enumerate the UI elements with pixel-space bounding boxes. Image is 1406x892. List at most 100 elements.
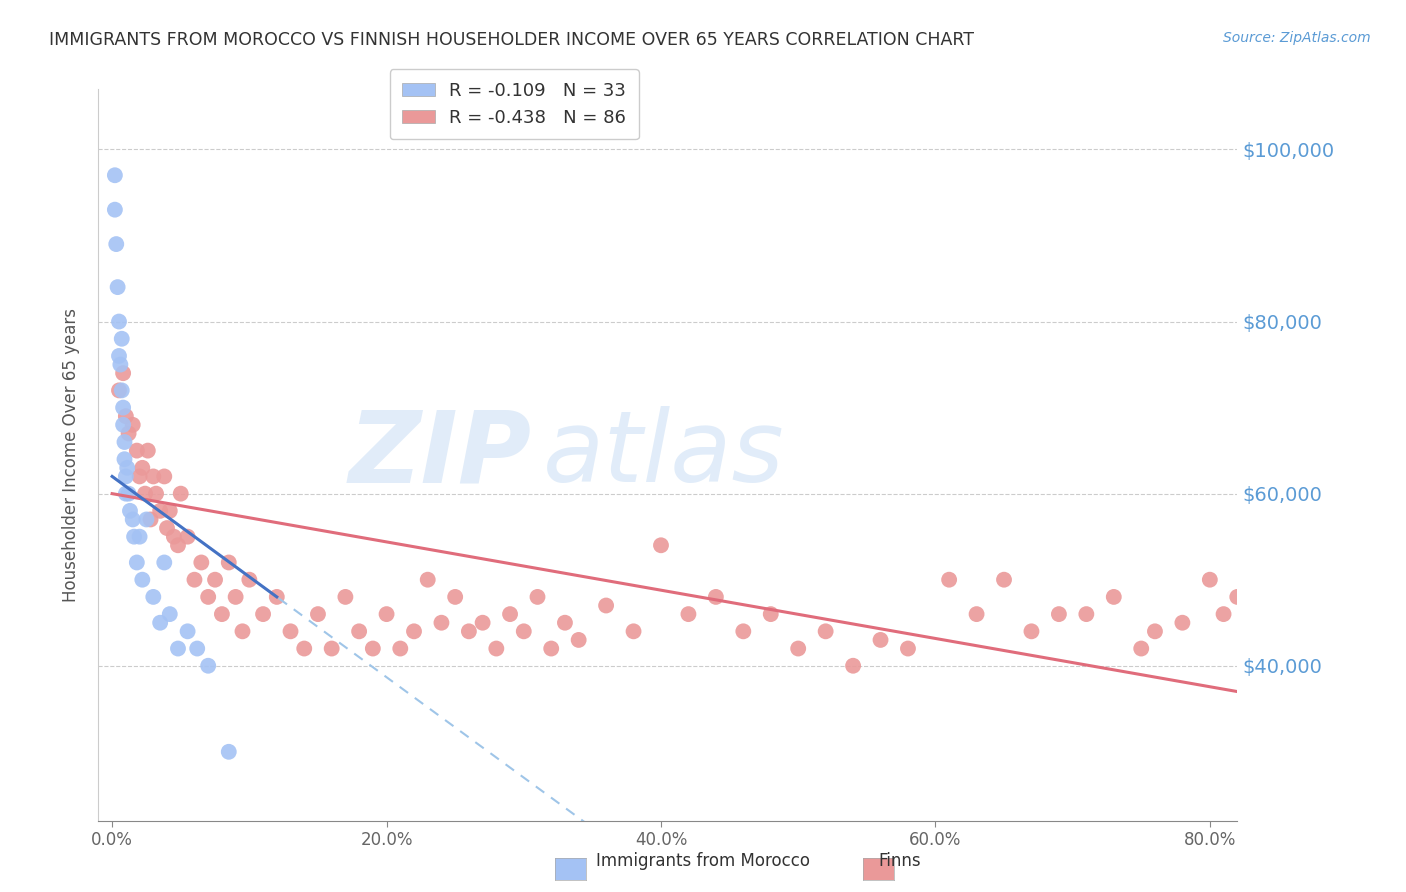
Point (142, 469, 165, 483)
Point (111, 332, 134, 346)
Point (134, 486, 156, 500)
Text: atlas: atlas (543, 407, 785, 503)
Point (117, 426, 139, 441)
Point (108, 314, 131, 328)
Point (114, 452, 136, 467)
Point (159, 504, 181, 518)
Point (159, 607, 181, 621)
Point (105, 237, 128, 252)
Point (966, 607, 988, 621)
Point (170, 486, 193, 500)
Y-axis label: Householder Income Over 65 years: Householder Income Over 65 years (62, 308, 80, 602)
Point (231, 624, 253, 639)
Point (1295, 632, 1317, 647)
Point (733, 624, 755, 639)
Point (513, 624, 536, 639)
Point (117, 486, 139, 500)
Point (211, 607, 233, 621)
Point (167, 641, 190, 656)
Point (128, 469, 150, 483)
Point (389, 641, 412, 656)
Point (1226, 590, 1249, 604)
Point (153, 469, 176, 483)
Point (1021, 624, 1043, 639)
Text: ZIP: ZIP (349, 407, 531, 503)
Point (149, 504, 172, 518)
Point (869, 632, 891, 647)
Point (704, 590, 727, 604)
Point (197, 590, 219, 604)
Point (1102, 590, 1125, 604)
Point (280, 624, 302, 639)
Point (115, 486, 138, 500)
Point (1267, 641, 1289, 656)
Point (131, 460, 153, 475)
Point (1130, 641, 1153, 656)
Point (361, 641, 384, 656)
Point (1240, 641, 1263, 656)
Point (787, 641, 810, 656)
Point (252, 607, 274, 621)
Point (121, 512, 143, 526)
Point (321, 641, 343, 656)
Point (238, 573, 260, 587)
Point (225, 590, 247, 604)
Point (153, 556, 176, 570)
Point (335, 590, 357, 604)
Point (125, 556, 148, 570)
Point (176, 530, 198, 544)
Point (112, 417, 135, 432)
Point (266, 590, 288, 604)
Point (1254, 624, 1277, 639)
Point (1047, 607, 1070, 621)
Point (292, 641, 315, 656)
Point (471, 615, 494, 630)
Point (145, 486, 167, 500)
Point (1212, 607, 1234, 621)
Point (125, 443, 148, 458)
Point (197, 658, 219, 673)
Point (135, 512, 157, 526)
Point (444, 590, 467, 604)
Point (554, 615, 576, 630)
Point (347, 624, 370, 639)
Point (110, 358, 132, 372)
Point (457, 624, 479, 639)
Text: Immigrants from Morocco: Immigrants from Morocco (596, 852, 810, 870)
Point (1336, 719, 1358, 733)
Point (114, 435, 136, 450)
Point (1076, 607, 1098, 621)
Point (499, 607, 522, 621)
Point (121, 417, 143, 432)
Point (104, 168, 127, 182)
Point (595, 599, 617, 613)
Point (430, 615, 453, 630)
Point (163, 530, 186, 544)
Point (759, 607, 782, 621)
Point (1143, 624, 1166, 639)
Point (149, 615, 172, 630)
Point (218, 556, 240, 570)
Point (485, 641, 508, 656)
Point (131, 573, 153, 587)
Point (375, 607, 398, 621)
Point (1309, 676, 1331, 690)
Legend: R = -0.109   N = 33, R = -0.438   N = 86: R = -0.109 N = 33, R = -0.438 N = 86 (389, 69, 638, 139)
Point (402, 624, 425, 639)
Point (897, 641, 920, 656)
Point (993, 573, 1015, 587)
Point (167, 538, 190, 552)
Point (186, 641, 208, 656)
Point (204, 573, 226, 587)
Point (115, 409, 138, 424)
Point (938, 573, 960, 587)
Point (1198, 573, 1220, 587)
Point (107, 280, 129, 294)
Point (136, 443, 159, 458)
Point (108, 384, 131, 398)
Point (128, 530, 150, 544)
Point (218, 745, 240, 759)
Point (678, 607, 700, 621)
Text: Finns: Finns (879, 852, 921, 870)
Point (568, 632, 591, 647)
